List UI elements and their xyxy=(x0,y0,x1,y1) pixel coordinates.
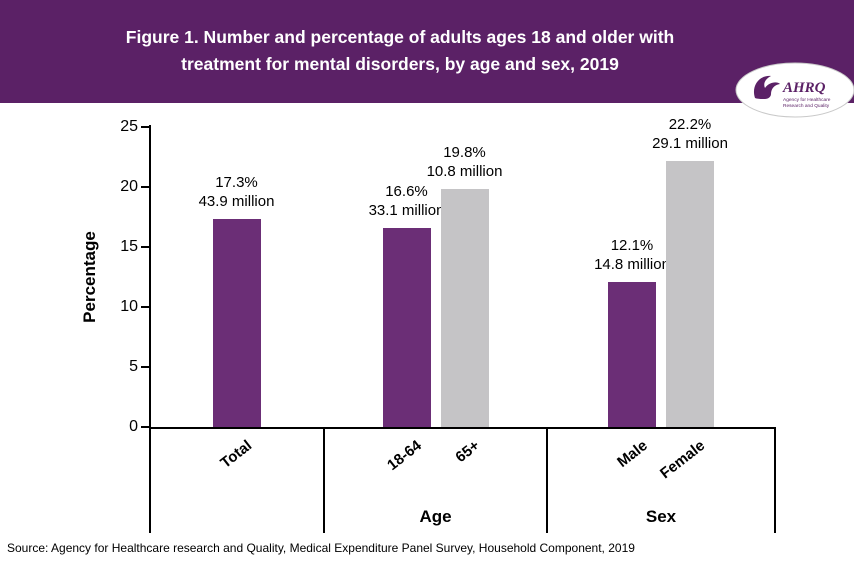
category-label-65+: 65+ xyxy=(452,437,483,467)
bar-percent-text: 17.3% xyxy=(215,174,258,191)
bar-percent-text: 19.8% xyxy=(443,144,486,161)
y-axis-line xyxy=(149,125,151,429)
category-divider xyxy=(774,427,776,533)
bar-count-text: 29.1 million xyxy=(652,135,728,152)
y-tick-mark xyxy=(141,246,149,248)
bar-Total xyxy=(212,219,261,427)
category-label-18-64: 18-64 xyxy=(384,437,425,475)
category-divider xyxy=(546,427,548,533)
bar-count-text: 33.1 million xyxy=(368,202,445,219)
bar-Male xyxy=(608,282,656,427)
bar-percent-text: 22.2% xyxy=(668,116,712,133)
bar-value-label: 22.2% 29.1 million xyxy=(625,115,755,153)
group-label-age: Age xyxy=(419,507,452,526)
y-tick-label: 25 xyxy=(120,118,138,135)
category-label-Female: Female xyxy=(657,437,709,483)
category-divider xyxy=(323,427,325,533)
source-note: Source: Agency for Healthcare research a… xyxy=(7,541,635,555)
bar-65+ xyxy=(440,189,489,427)
category-label-Total: Total xyxy=(217,437,255,472)
y-tick-label: 0 xyxy=(129,418,138,435)
bar-chart: Percentage 0 5 10 15 20 25 17.3% 43.9 million To… xyxy=(0,103,854,540)
y-tick-label: 15 xyxy=(120,238,138,255)
y-tick-label: 10 xyxy=(120,298,138,315)
ahrq-logo-svg: AHRQ Agency for Healthcare Research and … xyxy=(735,62,854,118)
bar-percent-text: 16.6% xyxy=(385,183,428,200)
y-tick-mark xyxy=(141,126,149,128)
bar-count-text: 10.8 million xyxy=(426,163,503,180)
figure-title: Figure 1. Number and percentage of adult… xyxy=(30,24,770,78)
figure-header: Figure 1. Number and percentage of adult… xyxy=(0,0,854,103)
bar-percent-text: 12.1% xyxy=(610,237,654,254)
y-tick-mark xyxy=(141,306,149,308)
logo-tagline-line1: Agency for Healthcare xyxy=(783,97,831,103)
y-tick-mark xyxy=(141,366,149,368)
y-tick-label: 20 xyxy=(120,178,138,195)
bar-Female xyxy=(666,161,714,427)
figure-title-line2: treatment for mental disorders, by age a… xyxy=(181,54,619,74)
category-label-Male: Male xyxy=(613,437,651,471)
bar-count-text: 43.9 million xyxy=(198,193,275,210)
y-tick-mark xyxy=(141,426,149,428)
bar-value-label: 17.3% 43.9 million xyxy=(172,173,302,211)
bar-value-label: 16.6% 33.1 million xyxy=(342,182,472,220)
y-tick-label: 5 xyxy=(129,358,138,375)
bar-value-label: 19.8% 10.8 million xyxy=(400,143,530,181)
bar-count-text: 14.8 million xyxy=(594,256,670,273)
y-tick-mark xyxy=(141,186,149,188)
x-axis-line xyxy=(149,427,776,429)
bar-value-label: 12.1% 14.8 million xyxy=(567,236,697,274)
logo-wordmark: AHRQ xyxy=(782,80,826,96)
ahrq-logo: AHRQ Agency for Healthcare Research and … xyxy=(735,62,854,118)
category-divider xyxy=(149,427,151,533)
figure-title-line1: Figure 1. Number and percentage of adult… xyxy=(125,27,675,47)
hhs-eagle-icon xyxy=(753,75,780,99)
group-label-sex: Sex xyxy=(645,507,677,526)
logo-tagline-line2: Research and Quality xyxy=(783,103,830,109)
bar-18-64 xyxy=(382,228,431,427)
